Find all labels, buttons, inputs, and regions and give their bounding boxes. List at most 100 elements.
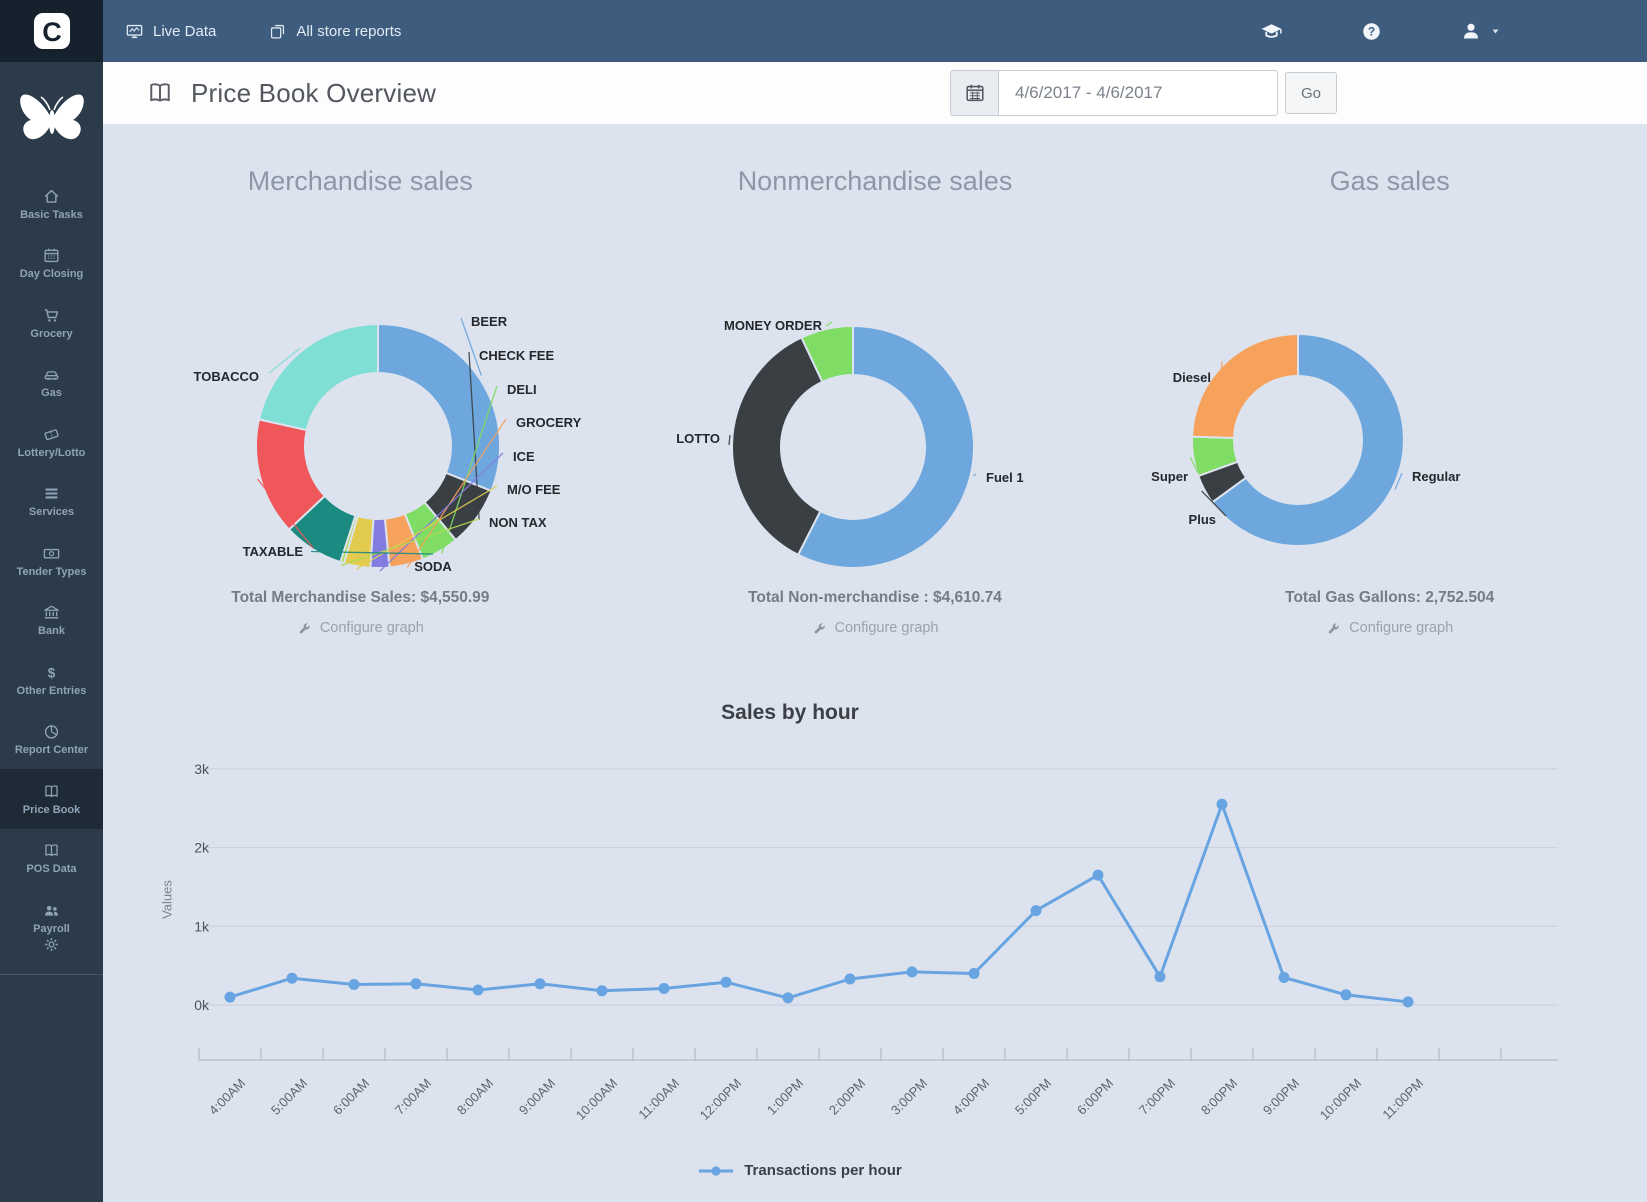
top-navbar: Live Data All store reports	[103, 0, 1647, 62]
donut-slice-tobacco[interactable]	[258, 322, 380, 432]
training-graduation-cap-icon[interactable]	[1259, 19, 1284, 44]
data-point-4-00pm[interactable]	[968, 968, 980, 979]
data-point-2-00pm[interactable]	[844, 973, 856, 985]
bank-icon	[42, 603, 61, 622]
sidebar-item-pos-data[interactable]: POS Data	[0, 829, 103, 889]
label-leader-line	[825, 321, 833, 327]
sidebar-item-grocery[interactable]: Grocery	[0, 293, 103, 353]
label-leader-line	[341, 518, 480, 567]
donut-label-diesel: Diesel	[1172, 370, 1210, 385]
user-icon	[1459, 19, 1483, 43]
data-point-10-00am[interactable]	[596, 985, 608, 997]
main-content: Merchandise sales BEER CHECK FEE DELI GROCE…	[103, 124, 1647, 1202]
label-leader-line	[1220, 361, 1223, 375]
data-point-9-00pm[interactable]	[1278, 972, 1290, 983]
users-icon	[42, 901, 61, 920]
user-menu[interactable]	[1459, 19, 1501, 43]
donut-slice-regular[interactable]	[1210, 332, 1405, 547]
data-point-6-00pm[interactable]	[1092, 869, 1104, 881]
sidebar-item-other-entries[interactable]: Other Entries	[0, 650, 103, 710]
nav-all-store-reports[interactable]: All store reports	[268, 22, 401, 41]
donut-label-non-tax: NON TAX	[489, 515, 547, 530]
donut-label-beer: BEER	[471, 314, 508, 329]
x-tick-label-7-00am: 7:00AM	[392, 1076, 434, 1118]
data-point-8-00am[interactable]	[472, 984, 484, 996]
data-point-12-00pm[interactable]	[720, 976, 732, 988]
dollar-icon	[42, 663, 61, 682]
data-point-5-00pm[interactable]	[1030, 905, 1042, 917]
data-point-7-00am[interactable]	[410, 978, 422, 990]
wrench-icon	[297, 621, 312, 636]
live-data-icon	[125, 22, 144, 41]
sidebar-item-bank[interactable]: Bank	[0, 591, 103, 651]
x-tick-label-10-00pm: 10:00PM	[1317, 1076, 1364, 1123]
donut-label-tobacco: TOBACCO	[194, 369, 259, 384]
x-tick-label-2-00pm: 2:00PM	[826, 1076, 868, 1118]
donut-slice-diesel[interactable]	[1190, 332, 1299, 440]
sidebar-item-gas[interactable]: Gas	[0, 353, 103, 413]
donut-label-regular: Regular	[1412, 469, 1460, 484]
data-point-1-00pm[interactable]	[782, 992, 794, 1004]
donut-slice-fuel-1[interactable]	[796, 324, 976, 569]
donut-label-m-o-fee: M/O FEE	[507, 482, 561, 497]
data-point-11-00pm[interactable]	[1402, 996, 1414, 1008]
sidebar-item-services[interactable]: Services	[0, 472, 103, 532]
donut-slice-money-order[interactable]	[800, 324, 854, 384]
app-logo[interactable]: C	[0, 0, 103, 62]
banknote-icon	[42, 544, 61, 563]
configure-graph-link-merchandise[interactable]: Configure graph	[297, 620, 424, 636]
donut-slice-lotto[interactable]	[731, 336, 824, 557]
help-icon[interactable]	[1360, 20, 1383, 43]
wrench-icon	[812, 621, 827, 636]
page-title: Price Book Overview	[191, 77, 437, 108]
chart-legend[interactable]: Transactions per hour	[103, 1162, 1497, 1179]
data-point-6-00am[interactable]	[348, 979, 360, 990]
configure-graph-label: Configure graph	[834, 620, 939, 636]
sidebar-item-report-center[interactable]: Report Center	[0, 710, 103, 770]
sidebar-settings[interactable]	[0, 922, 103, 966]
donut-label-ice: ICE	[513, 449, 535, 464]
data-point-10-00pm[interactable]	[1340, 989, 1352, 1001]
configure-graph-link-gas[interactable]: Configure graph	[1326, 620, 1453, 636]
data-point-3-00pm[interactable]	[906, 966, 918, 978]
sidebar-item-label: Payroll	[33, 922, 70, 935]
calendar-button[interactable]	[950, 70, 998, 116]
sidebar-item-label: POS Data	[26, 863, 77, 876]
x-tick-label-8-00am: 8:00AM	[454, 1076, 496, 1118]
donut-label-check-fee: CHECK FEE	[479, 348, 554, 363]
butterfly-logo-icon	[19, 94, 84, 140]
nav-live-data[interactable]: Live Data	[125, 22, 216, 41]
data-point-4-00am[interactable]	[224, 991, 236, 1003]
sidebar-item-tender-types[interactable]: Tender Types	[0, 531, 103, 591]
donut-label-super: Super	[1151, 469, 1188, 484]
x-tick-label-5-00am: 5:00AM	[268, 1076, 310, 1118]
data-point-7-00pm[interactable]	[1154, 971, 1166, 983]
sidebar-item-label: Report Center	[14, 744, 89, 757]
label-leader-line	[468, 351, 481, 520]
x-tick-label-10-00am: 10:00AM	[573, 1076, 620, 1123]
sidebar-item-day-closing[interactable]: Day Closing	[0, 234, 103, 294]
transactions-line-series	[229, 802, 1409, 1004]
sidebar-item-price-book[interactable]: Price Book	[0, 769, 103, 829]
data-point-11-00am[interactable]	[658, 983, 670, 994]
x-tick-label-9-00am: 9:00AM	[516, 1076, 558, 1118]
sidebar-item-label: Price Book	[22, 803, 81, 816]
date-range-controls: Go	[950, 70, 1337, 116]
configure-graph-link-nonmerchandise[interactable]: Configure graph	[812, 620, 939, 636]
calendar-icon	[42, 246, 61, 265]
sidebar-item-basic-tasks[interactable]: Basic Tasks	[0, 174, 103, 234]
donut-charts-row: Merchandise sales BEER CHECK FEE DELI GROCE…	[103, 124, 1647, 636]
sidebar-item-lottery-lotto[interactable]: Lottery/Lotto	[0, 412, 103, 472]
data-point-8-00pm[interactable]	[1216, 798, 1228, 810]
label-leader-line	[973, 473, 977, 477]
x-tick-label-5-00pm: 5:00PM	[1012, 1076, 1054, 1118]
sidebar-nav: Basic Tasks Day Closing Grocery Gas Lottery/…	[0, 174, 103, 948]
data-point-5-00am[interactable]	[286, 972, 298, 984]
go-button[interactable]: Go	[1285, 72, 1337, 114]
date-range-input[interactable]	[998, 70, 1278, 116]
data-point-9-00am[interactable]	[534, 978, 546, 990]
nonmerchandise-sales-panel: Nonmerchandise sales Fuel 1 LOTTO MONEY OR…	[618, 124, 1133, 636]
sidebar-item-payroll[interactable]: Payroll	[0, 888, 103, 948]
donut-label-money-order: MONEY ORDER	[724, 318, 823, 333]
car-icon	[42, 365, 61, 384]
